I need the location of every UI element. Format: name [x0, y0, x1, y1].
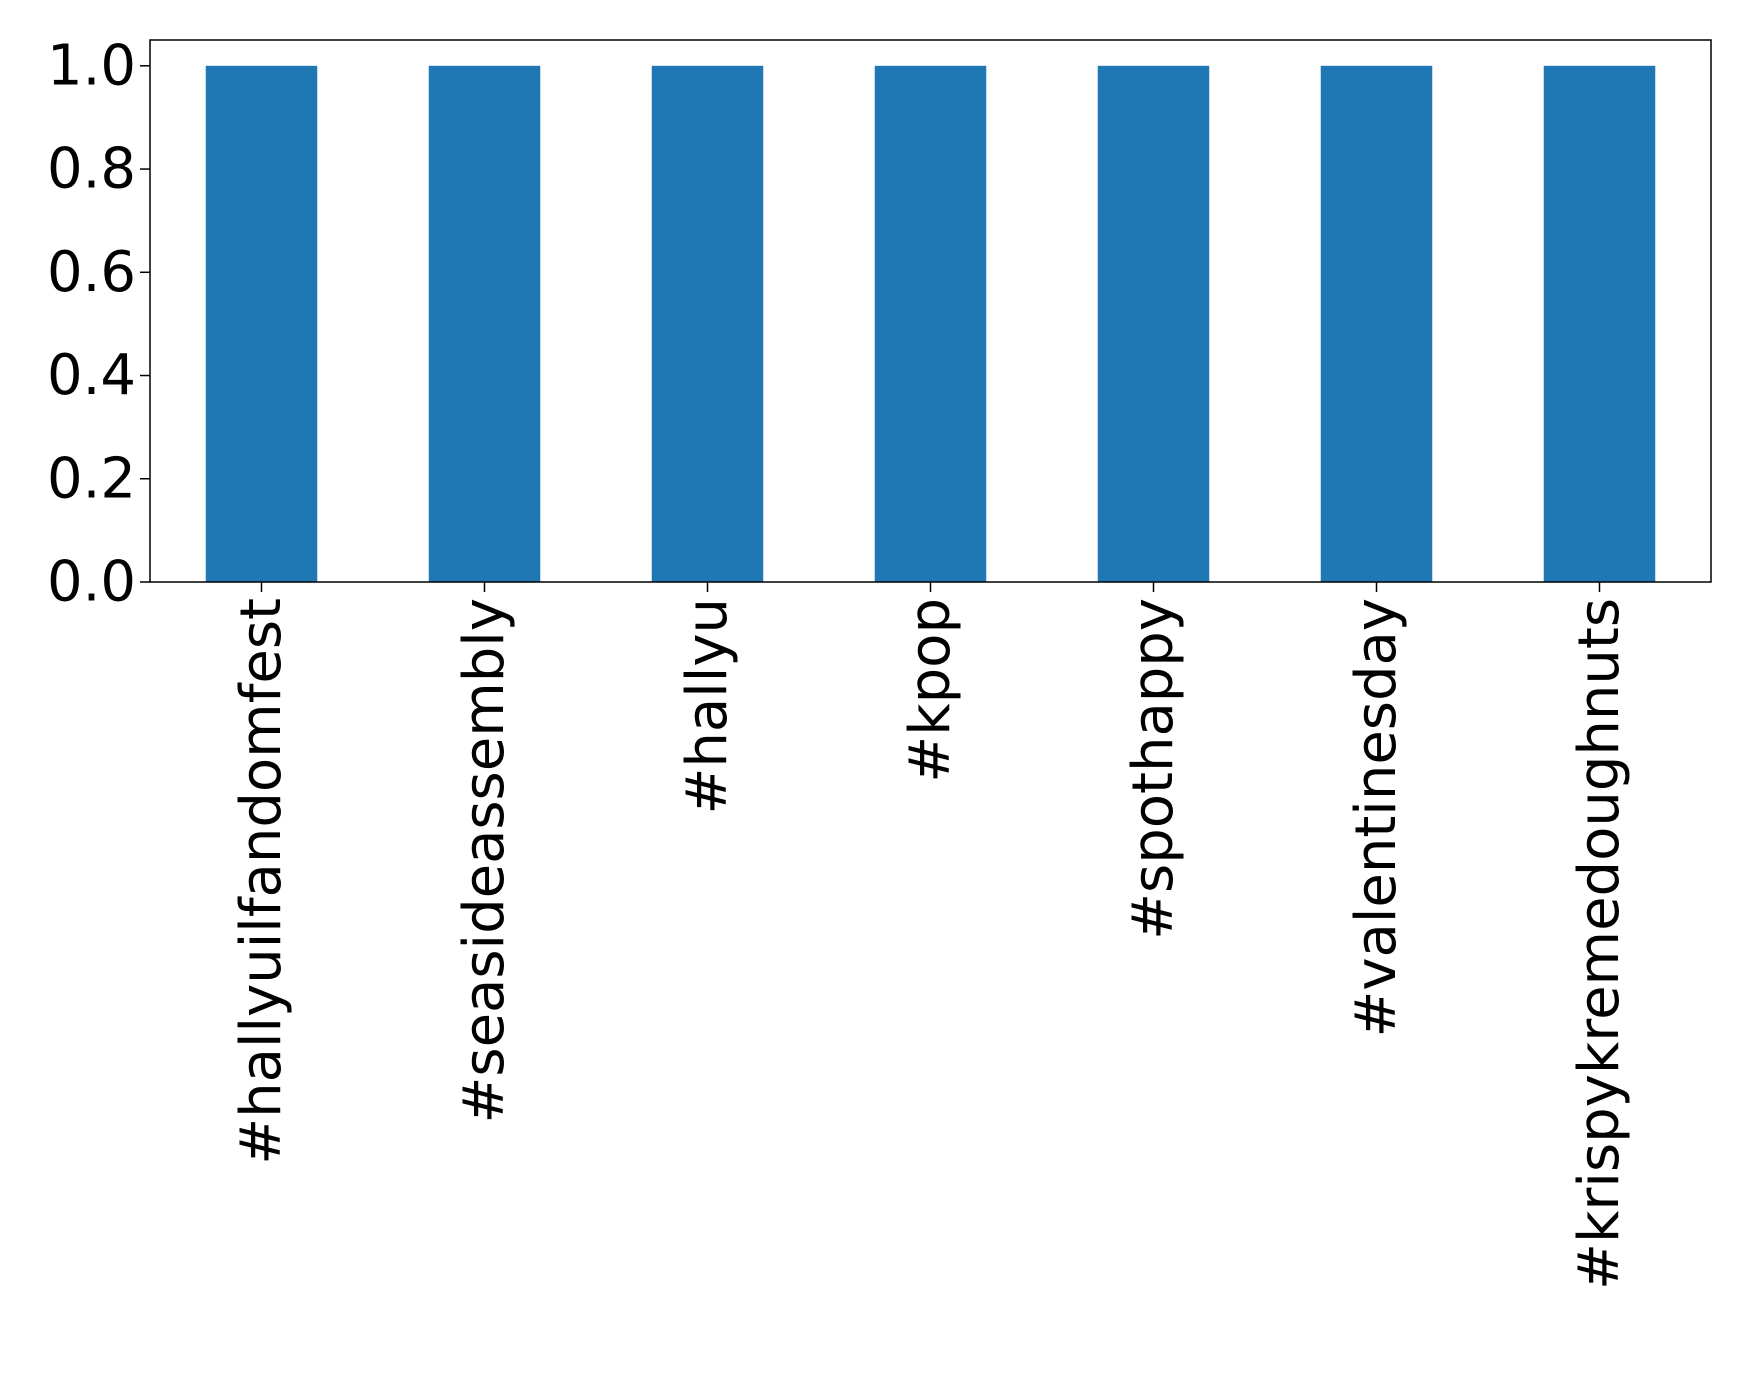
bar-3: [874, 65, 987, 583]
y-tick-label-0: 0.0: [47, 550, 136, 615]
x-tick-label-1: #seasideassembly: [452, 598, 517, 1124]
y-tick-label-5: 1.0: [47, 33, 136, 98]
x-axis: #hallyuilfandomfest #seasideassembly #hall…: [229, 582, 1632, 1290]
bar-0: [205, 65, 318, 583]
x-tick-label-4: #spothappy: [1121, 598, 1186, 940]
bar-1: [428, 65, 541, 583]
x-tick-label-6: #krispykremedoughnuts: [1567, 598, 1632, 1290]
x-tick-label-5: #valentinesday: [1344, 598, 1409, 1038]
x-tick-label-2: #hallyu: [675, 598, 740, 814]
y-tick-label-3: 0.6: [47, 240, 136, 305]
bar-2: [651, 65, 764, 583]
bar-4: [1097, 65, 1210, 583]
y-axis: 0.0 0.2 0.4 0.6 0.8 1.0: [47, 33, 150, 615]
x-tick-label-0: #hallyuilfandomfest: [229, 598, 294, 1165]
y-tick-label-1: 0.2: [47, 446, 136, 511]
y-tick-label-4: 0.8: [47, 137, 136, 202]
bar-5: [1320, 65, 1433, 583]
bar-6: [1543, 65, 1656, 583]
y-tick-label-2: 0.4: [47, 343, 136, 408]
x-tick-label-3: #kpop: [898, 598, 963, 783]
bars-group: [205, 65, 1656, 583]
